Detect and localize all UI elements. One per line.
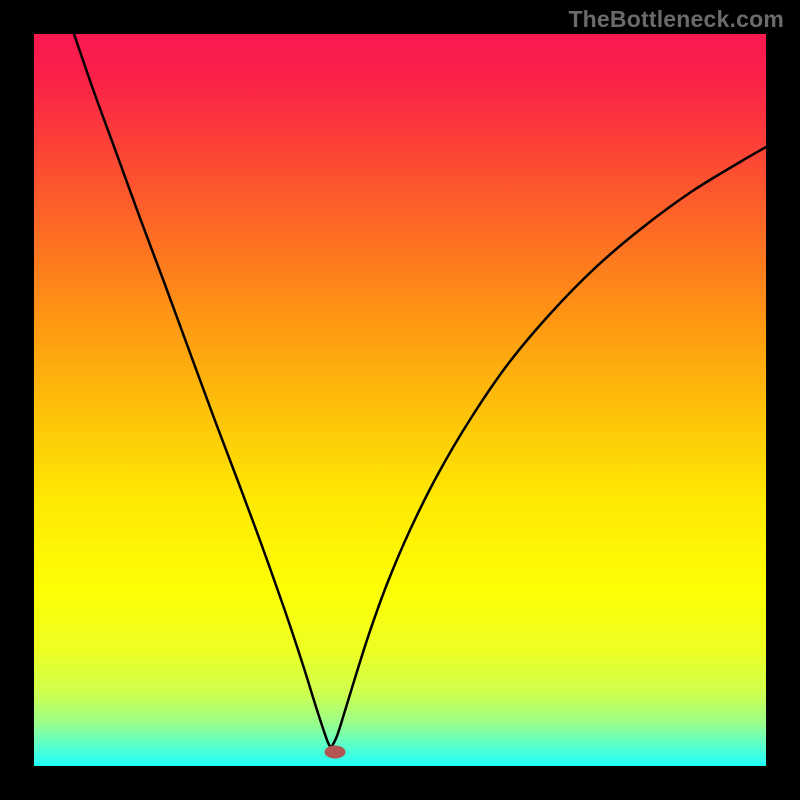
gradient-background	[34, 34, 766, 766]
watermark-text: TheBottleneck.com	[568, 6, 784, 33]
chart-container: TheBottleneck.com	[0, 0, 800, 800]
curve-vertex-marker	[325, 746, 345, 758]
plot-area	[34, 34, 766, 766]
plot-svg	[34, 34, 766, 766]
